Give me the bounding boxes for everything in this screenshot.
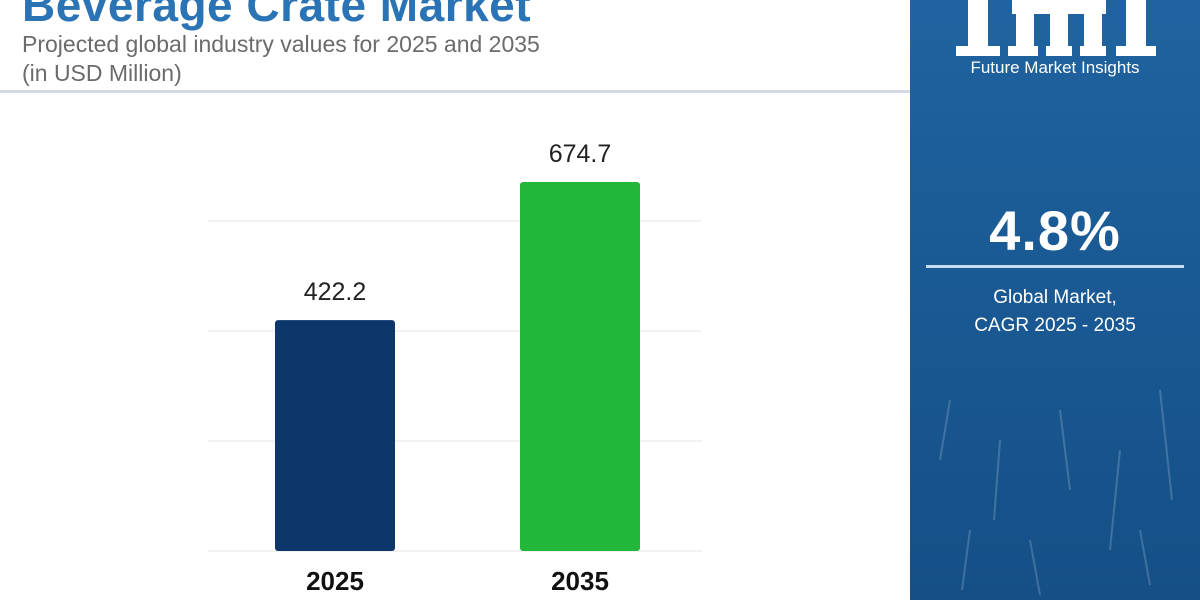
chart-subtitle: Projected global industry values for 202… bbox=[22, 30, 782, 88]
subtitle-line-1: Projected global industry values for 202… bbox=[22, 31, 540, 57]
bar-chart: 422.2 2025 674.7 2035 bbox=[208, 140, 702, 596]
cagr-label-line-2: CAGR 2025 - 2035 bbox=[974, 315, 1136, 336]
bar-2025 bbox=[275, 320, 395, 551]
cagr-caption: Global Market, CAGR 2025 - 2035 bbox=[910, 284, 1200, 340]
fmi-logo-icon bbox=[956, 0, 1156, 56]
chart-bars bbox=[275, 182, 640, 551]
cagr-label-line-1: Global Market, bbox=[993, 287, 1117, 308]
chart-labels: 422.2 2025 674.7 2035 bbox=[304, 140, 612, 596]
value-label-2035: 674.7 bbox=[549, 140, 612, 168]
chart-title: Beverage Crate Market bbox=[22, 0, 532, 31]
bar-2035 bbox=[520, 182, 640, 551]
category-label-2025: 2025 bbox=[306, 566, 364, 596]
value-label-2025: 422.2 bbox=[304, 278, 367, 306]
category-label-2035: 2035 bbox=[551, 566, 609, 596]
cagr-divider bbox=[926, 265, 1184, 268]
cagr-value: 4.8% bbox=[989, 199, 1121, 262]
subtitle-line-2: (in USD Million) bbox=[22, 60, 182, 86]
chart-panel: Beverage Crate Market Projected global i… bbox=[0, 0, 910, 596]
summary-panel: Future Market Insights 4.8% Global Marke… bbox=[910, 0, 1200, 600]
brand-name: Future Market Insights bbox=[970, 58, 1140, 77]
header-divider bbox=[0, 90, 910, 93]
panel-texture bbox=[939, 389, 1173, 596]
